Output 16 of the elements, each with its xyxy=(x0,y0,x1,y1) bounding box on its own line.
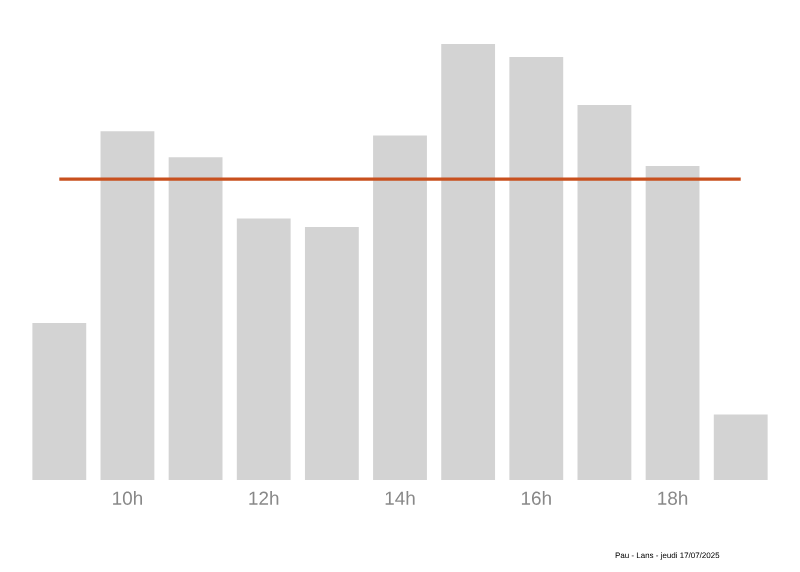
bar xyxy=(645,166,700,480)
bar xyxy=(373,135,427,480)
bar xyxy=(168,157,223,480)
bar xyxy=(577,105,632,480)
x-tick-label: 12h xyxy=(249,491,279,505)
bar xyxy=(509,57,564,480)
bar xyxy=(441,43,496,480)
x-tick-label: 16h xyxy=(521,491,551,505)
bar xyxy=(236,218,291,480)
bar xyxy=(713,414,768,480)
bar xyxy=(32,323,87,480)
x-tick-label: 14h xyxy=(385,491,415,505)
bar xyxy=(304,227,359,480)
x-tick-label: 18h xyxy=(658,491,688,505)
x-tick-label: 10h xyxy=(113,491,143,505)
bar xyxy=(100,131,155,480)
